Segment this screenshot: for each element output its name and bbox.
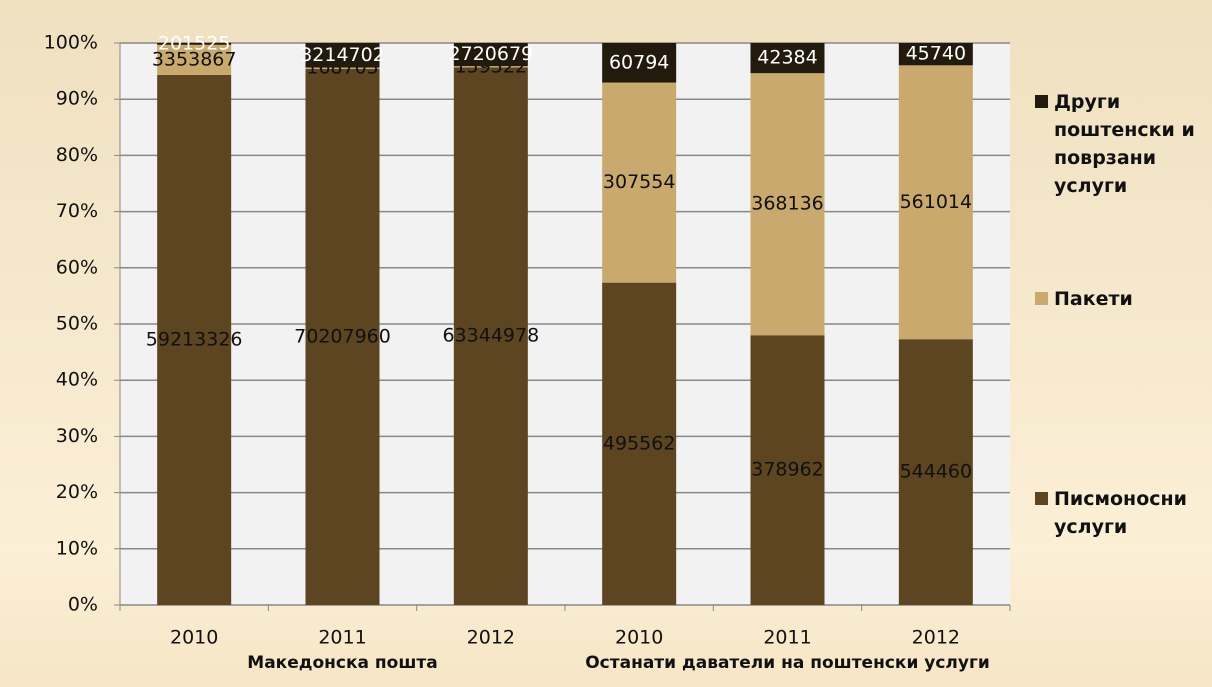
data-label: 544460 [900, 461, 973, 483]
data-label: 60794 [609, 51, 669, 73]
data-label: 3353867 [152, 48, 237, 70]
legend-swatch [1035, 492, 1048, 505]
x-tick-label: 2010 [615, 627, 663, 649]
bar-segment [898, 65, 973, 340]
data-label: 561014 [900, 191, 973, 213]
data-label: 2720679 [449, 43, 534, 65]
legend-swatch [1035, 95, 1048, 108]
group-label: Останати даватели на поштенски услуги [585, 653, 990, 673]
y-tick-label: 40% [56, 369, 98, 391]
data-label: 42384 [757, 47, 817, 69]
data-label: 59213326 [146, 328, 243, 350]
data-label: 378962 [751, 459, 824, 481]
data-label: 307554 [603, 171, 676, 193]
y-tick-label: 50% [56, 313, 98, 335]
legend-label: Други поштенски и поврзани услуги [1054, 91, 1195, 197]
bar-segment [453, 66, 528, 68]
y-tick-label: 80% [56, 144, 98, 166]
x-tick-label: 2010 [170, 627, 218, 649]
bar-segment [602, 43, 677, 83]
bar-segment [157, 74, 232, 605]
data-label: 3214702 [300, 44, 385, 66]
legend-item: Писмоносни услуги [1035, 485, 1205, 541]
bar-segment [305, 43, 380, 68]
data-label: 45740 [906, 43, 966, 65]
data-label: 368136 [751, 193, 824, 215]
data-label: 495562 [603, 432, 676, 454]
legend-label: Писмоносни услуги [1054, 488, 1187, 538]
y-tick-label: 30% [56, 425, 98, 447]
legend-item: Пакети [1035, 285, 1205, 313]
bar-segment [898, 339, 973, 605]
x-tick-label: 2012 [467, 627, 515, 649]
y-tick-label: 0% [68, 594, 98, 616]
bar-segment [750, 335, 825, 605]
bar-segment [750, 73, 825, 336]
bar-segment [305, 68, 380, 606]
bar-segment [602, 82, 677, 283]
legend-item: Други поштенски и поврзани услуги [1035, 88, 1205, 200]
group-label: Македонска пошта [247, 653, 437, 673]
bar-segment [305, 67, 380, 69]
bar-segment [602, 282, 677, 605]
x-tick-label: 2012 [912, 627, 960, 649]
y-tick-label: 10% [56, 537, 98, 559]
y-tick-label: 70% [56, 200, 98, 222]
legend-swatch [1035, 292, 1048, 305]
bar-segment [453, 43, 528, 67]
bar-segment [453, 67, 528, 605]
x-tick-label: 2011 [318, 627, 366, 649]
bar-segment [898, 43, 973, 66]
y-tick-label: 90% [56, 88, 98, 110]
y-tick-label: 100% [44, 32, 98, 54]
bar-segment [157, 44, 232, 75]
bar-segment [157, 43, 232, 45]
legend-label: Пакети [1054, 288, 1133, 310]
x-tick-label: 2011 [763, 627, 811, 649]
data-label: 70207960 [294, 325, 391, 347]
y-tick-label: 60% [56, 256, 98, 278]
bar-segment [750, 43, 825, 74]
data-label: 63344978 [442, 325, 539, 347]
data-label: 201525 [158, 32, 231, 54]
y-tick-label: 20% [56, 481, 98, 503]
